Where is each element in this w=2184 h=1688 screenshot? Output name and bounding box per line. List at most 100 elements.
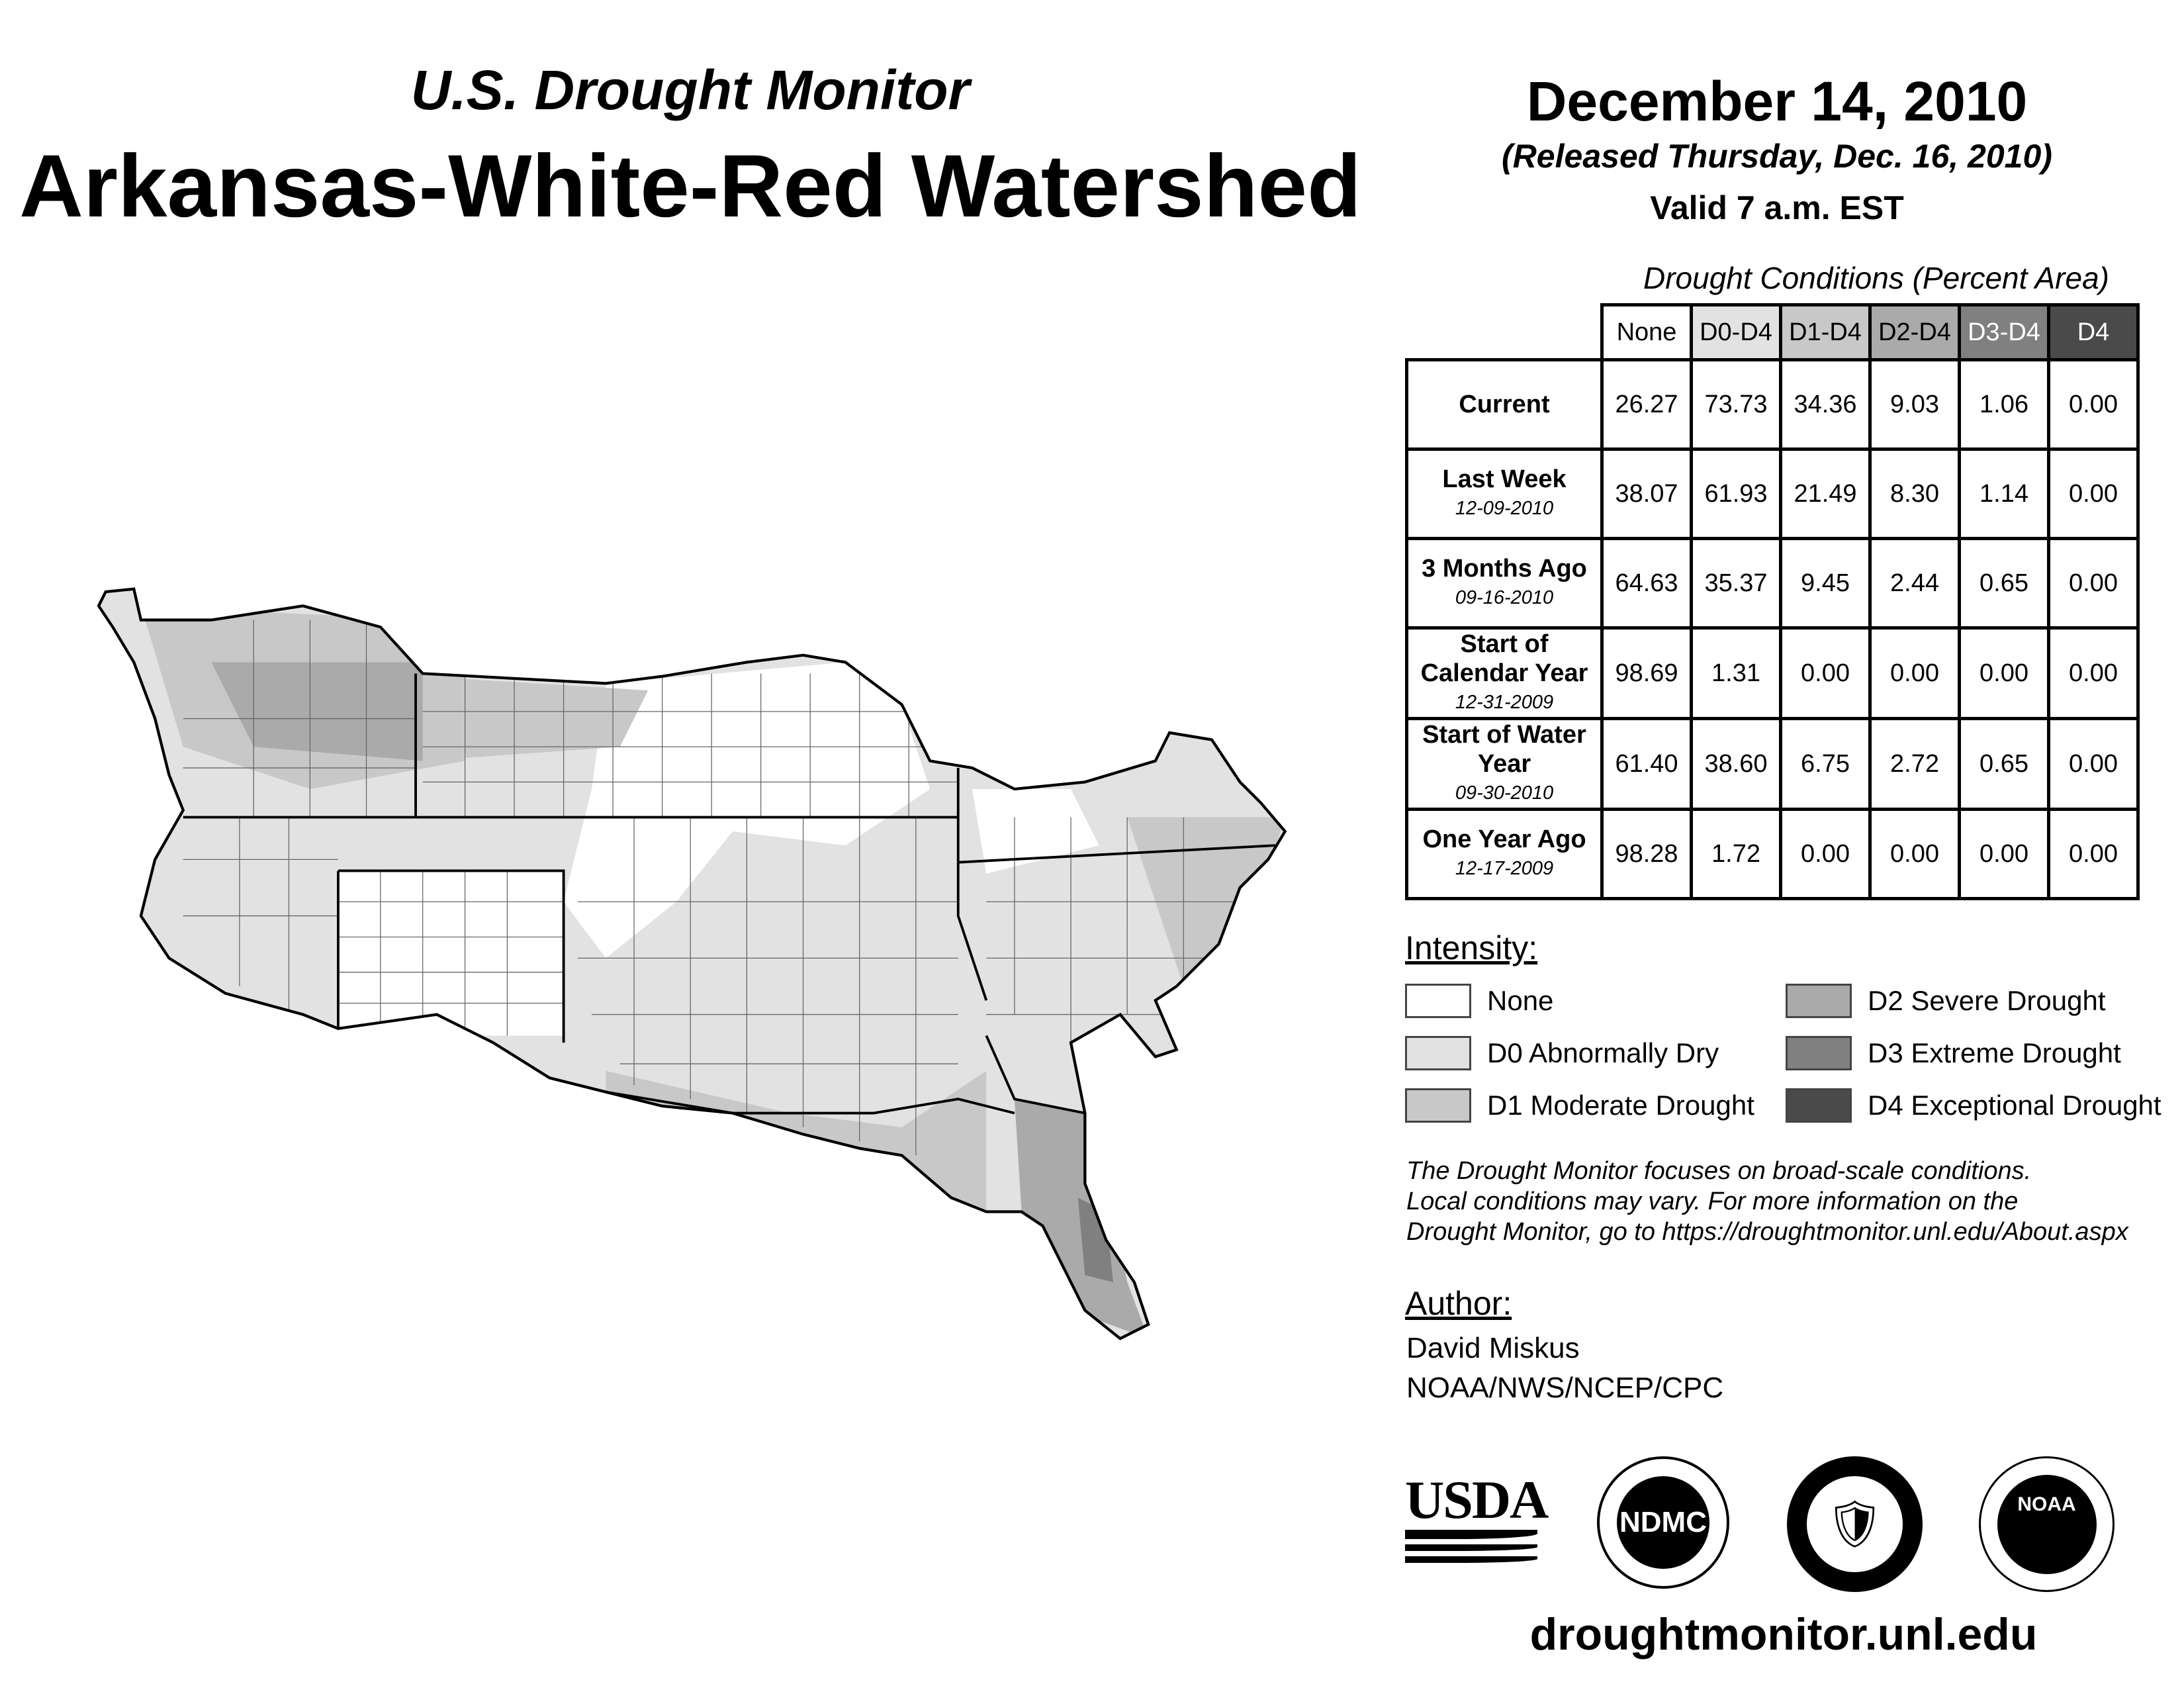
table-cell: 35.37: [1690, 537, 1782, 630]
row-date: 12-31-2009: [1455, 692, 1554, 713]
noaa-logo: NOAA: [1979, 1456, 2115, 1592]
col-d0-d4: D0-D4: [1690, 303, 1782, 361]
table-cell: 21.49: [1779, 447, 1872, 540]
table-cell: 26.27: [1600, 358, 1693, 451]
row-label-text: Last Week: [1442, 465, 1567, 493]
disclaimer-line: The Drought Monitor focuses on broad-sca…: [1406, 1157, 2032, 1185]
table-cell: 0.00: [2047, 358, 2140, 451]
table-cell: 38.07: [1600, 447, 1693, 540]
legend-item-d3: D3 Extreme Drought: [1786, 1036, 2121, 1070]
table-cell: 1.14: [1958, 447, 2050, 540]
table-cell: 0.00: [2047, 717, 2140, 811]
author-org: NOAA/NWS/NCEP/CPC: [1406, 1372, 1724, 1404]
legend-item-d1: D1 Moderate Drought: [1405, 1088, 1754, 1123]
row-label: 3 Months Ago 09-16-2010: [1405, 537, 1604, 630]
legend-swatch: [1786, 1036, 1852, 1070]
legend-swatch: [1405, 984, 1471, 1018]
table-cell: 38.60: [1690, 717, 1782, 811]
disclaimer-line: Local conditions may vary. For more info…: [1406, 1188, 2019, 1215]
table-cell: 9.03: [1868, 358, 1961, 451]
table-cell: 0.00: [1958, 626, 2050, 720]
table-cell: 0.00: [1779, 626, 1872, 720]
table-cell: 98.69: [1600, 626, 1693, 720]
row-label-text: 3 Months Ago: [1422, 555, 1587, 583]
col-d3-d4: D3-D4: [1958, 303, 2050, 361]
none-area-kansas-oklahoma: [563, 662, 931, 959]
table-cell: 0.65: [1958, 537, 2050, 630]
table-row: 3 Months Ago 09-16-2010 64.63 35.37 9.45 2.44…: [1405, 537, 2140, 630]
table-row: Start of Water Year 09-30-2010 61.40 38.60 6…: [1405, 717, 2140, 811]
table-cell: 0.00: [2047, 447, 2140, 540]
none-area-panhandle: [338, 870, 564, 1036]
drought-conditions-table: None D0-D4 D1-D4 D2-D4 D3-D4 D4 Current 2…: [1405, 303, 2140, 900]
author-name: David Miskus: [1406, 1332, 1580, 1364]
county-lines: [183, 620, 1275, 1156]
release-date: (Released Thursday, Dec. 16, 2010): [1502, 138, 2052, 175]
row-label: Start of Water Year 09-30-2010: [1405, 717, 1604, 811]
col-none: None: [1600, 303, 1693, 361]
table-cell: 64.63: [1600, 537, 1693, 630]
author-heading: Author:: [1405, 1285, 1512, 1322]
legend-label: D4 Exceptional Drought: [1868, 1090, 2161, 1121]
col-d2-d4: D2-D4: [1868, 303, 1961, 361]
usda-logo: USDA: [1405, 1470, 1549, 1569]
col-d4: D4: [2047, 303, 2140, 361]
row-date: 12-17-2009: [1455, 858, 1554, 879]
table-cell: 9.45: [1779, 537, 1872, 630]
legend-label: None: [1487, 985, 1554, 1016]
table-cell: 34.36: [1779, 358, 1872, 451]
d2-area-colorado: [211, 662, 423, 761]
table-cell: 0.65: [1958, 717, 2050, 811]
table-cell: 2.72: [1868, 717, 1961, 811]
table-cell: 0.00: [2047, 626, 2140, 720]
legend-swatch: [1405, 1088, 1471, 1123]
table-body: Current 26.27 73.73 34.36 9.03 1.06 0.00 Last W…: [1405, 358, 2140, 900]
table-caption: Drought Conditions (Percent Area): [1643, 261, 2109, 295]
row-label: Current: [1405, 358, 1604, 451]
legend-item-none: None: [1405, 984, 1553, 1018]
row-date: 12-09-2010: [1455, 498, 1554, 519]
noaa-logo-text: NOAA: [1997, 1474, 2097, 1574]
row-date: 09-30-2010: [1455, 782, 1554, 804]
table-row: Current 26.27 73.73 34.36 9.03 1.06 0.00: [1405, 358, 2140, 451]
usda-logo-text: USDA: [1405, 1470, 1549, 1530]
ndmc-logo-text: NDMC: [1617, 1476, 1709, 1569]
table-row: Last Week 12-09-2010 38.07 61.93 21.49 8.30 1.…: [1405, 447, 2140, 540]
state-boundaries: [183, 673, 1275, 1184]
page-title: Arkansas-White-Red Watershed: [19, 137, 1361, 236]
table-row: Start of Calendar Year 12-31-2009 98.69 1.3…: [1405, 626, 2140, 720]
ndmc-logo: NDMC: [1597, 1456, 1729, 1589]
row-date: 09-16-2010: [1455, 587, 1554, 608]
website-url[interactable]: droughtmonitor.unl.edu: [1529, 1609, 2038, 1660]
table-cell: 2.44: [1868, 537, 1961, 630]
row-label-text: Current: [1459, 391, 1550, 418]
legend-item-d4: D4 Exceptional Drought: [1786, 1088, 2161, 1123]
valid-time: Valid 7 a.m. EST: [1650, 189, 1904, 226]
table-cell: 1.06: [1958, 358, 2050, 451]
row-label-text: One Year Ago: [1422, 825, 1586, 853]
table-cell: 0.00: [1868, 808, 1961, 900]
table-cell: 61.93: [1690, 447, 1782, 540]
table-header-row: None D0-D4 D1-D4 D2-D4 D3-D4 D4: [1406, 303, 2140, 361]
row-label: Start of Calendar Year 12-31-2009: [1405, 626, 1604, 720]
table-cell: 0.00: [1779, 808, 1872, 900]
table-cell: 73.73: [1690, 358, 1782, 451]
table-cell: 1.31: [1690, 626, 1782, 720]
legend-label: D1 Moderate Drought: [1487, 1090, 1754, 1121]
header-blank: [1406, 305, 1602, 361]
table-cell: 0.00: [1868, 626, 1961, 720]
subtitle: U.S. Drought Monitor: [410, 59, 970, 121]
table-cell: 0.00: [1958, 808, 2050, 900]
table-row: One Year Ago 12-17-2009 98.28 1.72 0.00 0.00 0…: [1405, 808, 2140, 900]
legend-label: D0 Abnormally Dry: [1487, 1037, 1719, 1068]
table-cell: 61.40: [1600, 717, 1693, 811]
eagle-shield-icon: 🛡: [1807, 1476, 1903, 1572]
legend-swatch: [1405, 1036, 1471, 1070]
d1-area-kansas: [422, 676, 649, 761]
row-label-text: Start of Water Year: [1422, 721, 1586, 778]
table-cell: 0.00: [2047, 537, 2140, 630]
table-cell: 0.00: [2047, 808, 2140, 900]
table-cell: 98.28: [1600, 808, 1693, 900]
